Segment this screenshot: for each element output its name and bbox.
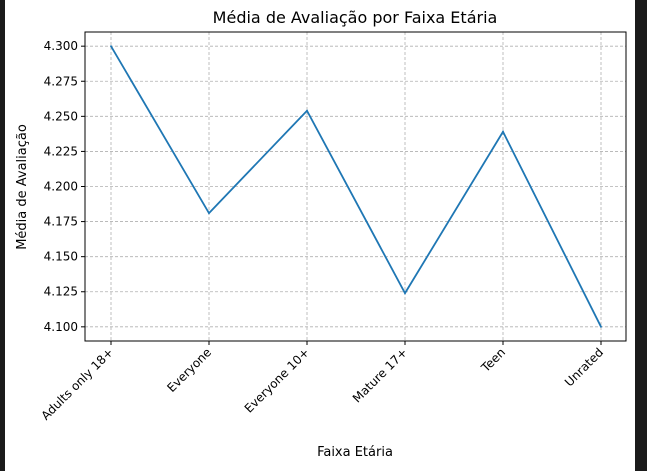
y-tick-label: 4.275	[44, 74, 78, 88]
data-point	[110, 45, 112, 48]
x-axis-label: Faixa Etária	[317, 445, 393, 460]
series-layer	[110, 45, 602, 328]
y-tick-label: 4.300	[44, 39, 78, 53]
y-tick-label: 4.100	[44, 320, 78, 334]
x-tick-label: Unrated	[562, 345, 606, 389]
y-tick-label: 4.225	[44, 144, 78, 158]
y-tick-label: 4.125	[44, 285, 78, 299]
series-line	[110, 45, 602, 328]
chart-title: Média de Avaliação por Faixa Etária	[213, 8, 498, 27]
y-tick-label: 4.250	[44, 109, 78, 123]
y-axis-ticks: 4.100 4.125 4.150 4.175 4.200 4.225 4.250 4.275…	[44, 39, 85, 334]
y-tick-label: 4.200	[44, 180, 78, 194]
window-edge-left	[0, 0, 5, 471]
window-edge-right	[635, 0, 647, 471]
y-tick-label: 4.150	[44, 250, 78, 264]
x-axis-ticks: Adults only 18+ Everyone Everyone 10+ Matur…	[38, 341, 606, 423]
x-tick-label: Everyone	[164, 345, 214, 395]
data-point	[600, 325, 602, 328]
data-point	[404, 292, 406, 295]
y-tick-label: 4.175	[44, 215, 78, 229]
x-tick-label: Mature 17+	[350, 345, 410, 405]
x-tick-label: Teen	[478, 345, 508, 375]
data-point	[502, 130, 504, 133]
x-tick-label: Adults only 18+	[38, 345, 116, 423]
y-axis-label: Média de Avaliação	[15, 124, 30, 250]
grid-layer	[85, 32, 626, 341]
data-point	[306, 109, 308, 112]
x-tick-label: Everyone 10+	[242, 345, 312, 415]
data-point	[208, 212, 210, 215]
